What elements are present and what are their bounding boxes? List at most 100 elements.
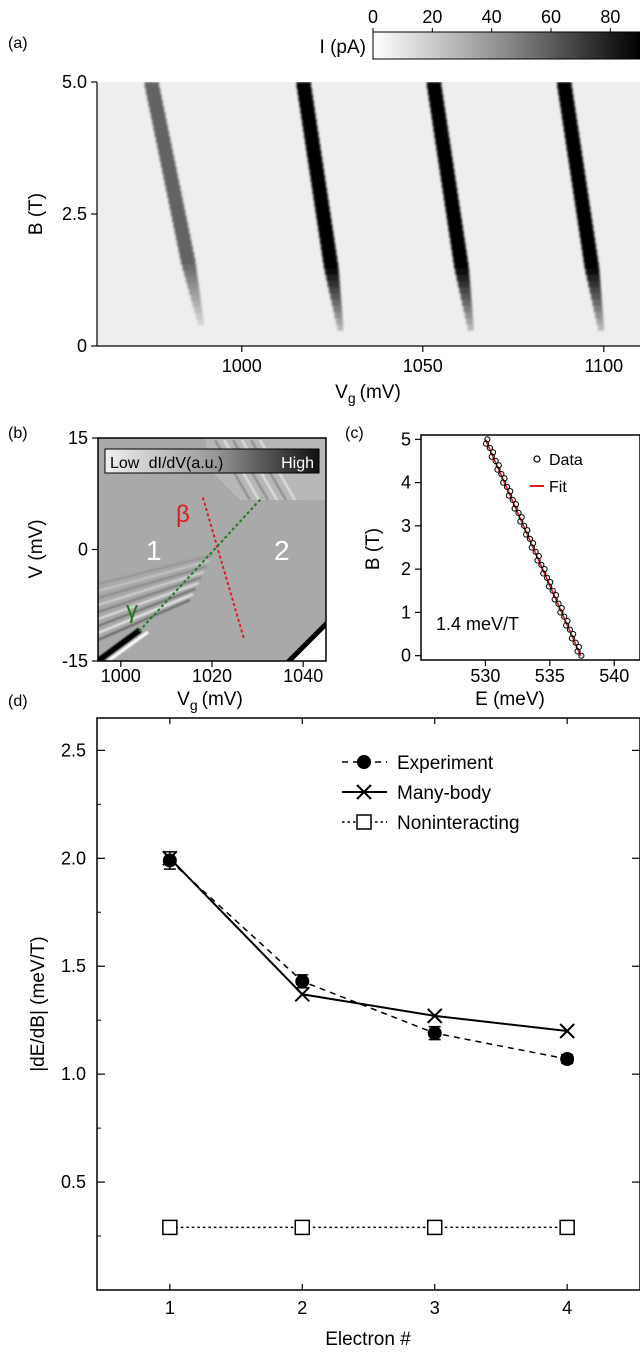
panel-b-ytick-label: 15 [68, 428, 88, 448]
data-point [500, 479, 507, 486]
colorbar-tick-label: 80 [600, 7, 620, 27]
noninteracting-point [162, 1219, 178, 1236]
data-point [545, 583, 553, 590]
data-point [561, 613, 568, 620]
panel-b-ytick-label: 0 [78, 540, 88, 560]
data-point [541, 566, 548, 573]
data-point [507, 488, 514, 495]
data-point [498, 470, 505, 478]
panel-a-xtick-label: 1050 [403, 356, 443, 376]
panel-d-xlabel: Electron # [325, 1329, 411, 1350]
panel-c-ylabel: B (T) [363, 528, 384, 570]
panel-a-ytick-label: 2.5 [62, 204, 87, 224]
panel-c-ytick-label: 0 [401, 646, 411, 666]
panel-b-colorbar [104, 448, 320, 474]
colorbar-tick-label: 20 [422, 7, 442, 27]
data-point [488, 453, 495, 460]
beta-line [201, 497, 245, 639]
panel-d-ylabel: |dE/dB| (meV/T) [28, 936, 49, 1072]
data-point [578, 652, 585, 659]
panel-a-background [97, 82, 640, 346]
colorbar-low-label: Low [110, 455, 140, 472]
legend-many-body-marker [356, 784, 372, 800]
data-point [547, 579, 554, 586]
legend-experiment-label: Experiment [397, 753, 494, 774]
data-point [534, 557, 541, 564]
noninteracting-point [426, 1219, 443, 1236]
panel-b-xtick-label: 1040 [283, 666, 323, 686]
panel-a-colorbar: I (pA) 0 20 40 60 80 [320, 7, 640, 60]
legend-noninteracting-label: Noninteracting [397, 813, 520, 834]
gamma-line [138, 496, 263, 632]
panel-d-xtick-label: 1 [165, 1298, 175, 1318]
data-point [532, 548, 539, 555]
series-line [169, 859, 568, 1060]
data-point [522, 531, 530, 538]
data-point [484, 436, 491, 443]
data-point [512, 501, 520, 508]
data-point [543, 574, 551, 581]
experiment-point [427, 1026, 442, 1041]
many-body-point [427, 1008, 443, 1024]
series-line [169, 857, 568, 1032]
panel-b: Low dI/dV(a.u.) High 1 2 β γ 1000 1020 104… [26, 428, 327, 713]
panel-d-ytick-label: 1.5 [61, 956, 86, 976]
many-body-point [294, 986, 310, 1002]
region-label-2: 2 [274, 535, 290, 566]
data-point [572, 639, 579, 646]
data-point [570, 630, 577, 638]
colorbar-b-label: dI/dV(a.u.) [149, 455, 224, 472]
colorbar-high-label: High [281, 455, 314, 472]
data-point [540, 570, 547, 577]
panel-a-trace-1 [144, 82, 204, 326]
many-body-point [162, 850, 178, 867]
data-point [492, 457, 499, 465]
panel-a-ytick-label: 5.0 [62, 72, 87, 92]
data-point [551, 596, 558, 603]
data-point [538, 561, 545, 568]
data-point [558, 604, 565, 612]
data-point [486, 444, 493, 452]
series-many-body [162, 850, 575, 1039]
colorbar-tick-label: 0 [368, 7, 378, 27]
panel-c-ytick-label: 5 [401, 429, 411, 449]
panel-d: 1 2 3 4 0.5 1.0 1.5 2.0 2.5 Experiment Many-bod… [28, 717, 640, 1350]
legend-many-body-label: Many-body [397, 783, 491, 804]
panel-b-xlabel: Vg (mV) [177, 689, 243, 713]
panel-label-d: (d) [8, 693, 28, 710]
panel-c-ytick-label: 4 [401, 473, 411, 493]
data-point [524, 527, 531, 534]
panel-d-legend: Experiment Many-body Noninteracting [342, 753, 520, 834]
line-label-gamma: γ [126, 597, 138, 624]
panel-a-trace-3 [426, 82, 474, 331]
data-point [495, 462, 502, 469]
colorbar-tick-label: 60 [541, 7, 561, 27]
data-point [515, 509, 522, 516]
noninteracting-point [294, 1219, 311, 1236]
data-point [552, 591, 560, 599]
panel-c: 530 535 540 0 1 2 3 4 5 Data Fit 1.4 meV/T E (m… [363, 429, 640, 710]
data-point [549, 587, 556, 594]
panel-a-xtick-label: 1100 [584, 356, 623, 376]
data-point [489, 449, 497, 456]
panel-d-ytick-label: 2.5 [61, 740, 86, 760]
colorbar-label: I (pA) [320, 37, 366, 58]
panel-d-xtick-label: 2 [297, 1298, 307, 1318]
panel-label-a: (a) [8, 35, 28, 52]
data-point [528, 544, 535, 551]
panel-d-ytick-label: 2.0 [61, 848, 86, 868]
colorbar-tick-label: 40 [482, 7, 502, 27]
panel-c-xtick-label: 540 [599, 666, 629, 686]
data-point [482, 440, 490, 447]
panel-d-xtick-label: 3 [430, 1298, 440, 1318]
panel-c-legend: Data Fit [530, 452, 583, 496]
legend-experiment-marker [357, 755, 371, 769]
panel-d-ytick-label: 1.0 [61, 1064, 86, 1084]
panel-d-ytick-label: 0.5 [61, 1172, 86, 1192]
panel-label-c: (c) [345, 425, 364, 442]
data-point [563, 622, 570, 629]
panel-d-xtick-label: 4 [562, 1298, 572, 1318]
data-point [566, 626, 574, 633]
panel-b-xtick-label: 1020 [192, 666, 232, 686]
data-point [535, 553, 542, 560]
